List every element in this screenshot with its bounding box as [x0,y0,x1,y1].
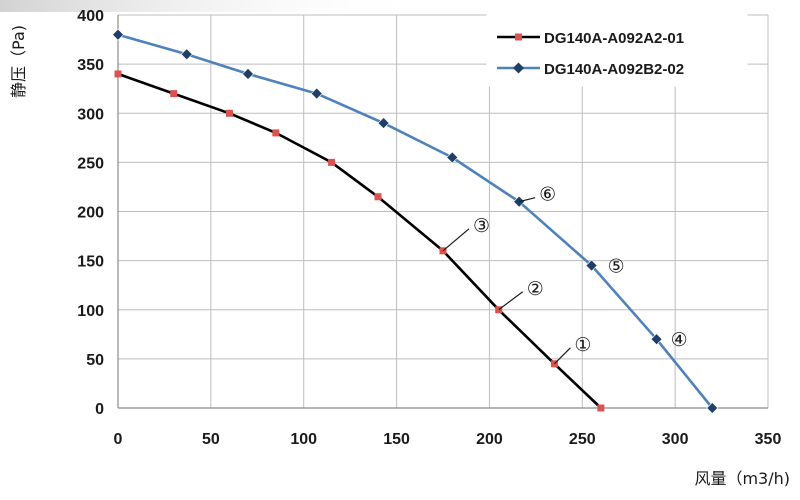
annotation-label: ⑥ [539,184,556,206]
annotation-leader [554,347,571,365]
legend-box [486,11,748,87]
x-tick-label: 300 [662,431,689,448]
series-2 [112,28,719,414]
data-point [585,259,598,272]
data-point [446,151,459,164]
series-group [112,28,719,414]
data-point [650,333,663,346]
axes [117,15,768,409]
data-point [377,117,390,129]
y-tick-label: 50 [86,352,104,369]
x-tick-label: 250 [569,431,596,448]
series-line-2 [117,33,714,409]
annotation-leader [518,197,536,203]
y-tick-label: 250 [77,155,104,172]
annotation-label: ② [527,278,544,300]
annotation-label: ⑤ [608,256,625,278]
data-point [310,87,323,100]
data-point [242,68,254,80]
x-axis-label: 风量（m3/h) [694,469,790,488]
legend-marker-series-1 [515,33,522,41]
y-tick-label: 100 [77,303,104,320]
annotation-label: ③ [473,215,490,237]
annotation-label: ① [574,334,591,356]
x-tick-labels: 0 50 100 150 200 250 300 350 [114,431,782,448]
x-tick-label: 50 [202,431,220,448]
data-point [272,129,280,137]
data-point [225,109,233,117]
y-tick-label: 300 [77,106,104,123]
legend-label-series-2: DG140A-A092B2-02 [544,61,684,78]
annotation-leader [498,291,524,311]
data-point [374,193,382,201]
data-point [706,402,719,414]
x-tick-label: 150 [383,431,410,448]
data-point [114,70,122,78]
data-point [170,90,178,98]
y-tick-label: 200 [77,205,104,222]
data-point [328,158,336,166]
y-tick-label: 0 [95,401,104,418]
annotations: ① ② ③ ⑥ ⑤ ④ [442,184,688,365]
y-tick-label: 150 [77,254,104,271]
top-shadow [0,0,430,12]
y-tick-label: 350 [77,57,104,74]
data-point [112,28,124,41]
x-tick-label: 100 [290,431,317,448]
legend-marker-series-2 [513,62,524,74]
data-point [597,404,605,412]
series-line-1 [117,72,602,409]
annotation-label: ④ [671,329,688,351]
legend: DG140A-A092A2-01 DG140A-A092B2-02 [486,11,748,87]
y-tick-labels: 0 50 100 150 200 250 300 350 400 [77,8,104,418]
annotation-leader [442,228,470,252]
y-tick-label: 400 [77,8,104,25]
y-axis-label: 静压（Pa) [9,25,28,98]
x-tick-label: 0 [114,431,123,448]
legend-label-series-1: DG140A-A092A2-01 [544,30,684,47]
x-tick-label: 200 [476,431,503,448]
x-tick-label: 350 [755,431,782,448]
series-1 [114,70,605,412]
data-point [180,48,193,61]
